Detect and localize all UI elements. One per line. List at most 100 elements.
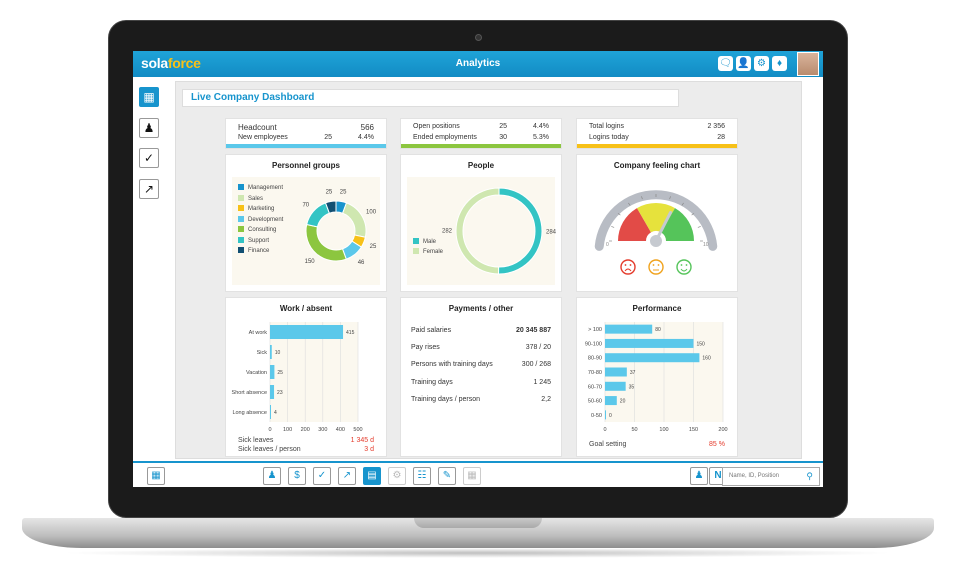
donut-slice: [324, 200, 337, 214]
payment-label: Pay rises: [411, 344, 440, 351]
donut-slice: [305, 223, 347, 262]
search-icon[interactable]: ⚲: [806, 471, 813, 481]
new-employees-value: 25: [324, 134, 332, 141]
org-chart-icon[interactable]: ☷: [413, 467, 431, 485]
bell-icon[interactable]: ♦: [772, 56, 787, 71]
x-tick-label: 300: [318, 427, 327, 433]
bar-value-label: 0: [609, 413, 612, 419]
ended-employments-pct: 5.3%: [533, 134, 549, 141]
apps-grid-icon[interactable]: ▦: [147, 467, 165, 485]
sidebar-check-icon[interactable]: ✓: [139, 148, 159, 168]
payment-row: Persons with training days 300 / 268: [411, 361, 551, 368]
legend-item: Finance: [238, 247, 269, 254]
ended-employments-value: 30: [499, 134, 507, 141]
sidebar-chart-icon[interactable]: ↗: [139, 179, 159, 199]
bar-value-label: 4: [274, 410, 277, 416]
legend-label: Female: [423, 249, 444, 255]
legend-item: Marketing: [238, 205, 274, 212]
legend-item: Support: [238, 236, 270, 244]
bar: [605, 353, 700, 363]
search-input[interactable]: Name, ID, Position ⚲: [722, 467, 820, 486]
sick-per-person-label: Sick leaves / person: [238, 446, 301, 453]
legend-label: Finance: [248, 248, 270, 254]
avatar[interactable]: [797, 52, 819, 76]
gauge-tick: [641, 196, 643, 200]
x-tick-label: 200: [718, 427, 727, 433]
gauge-max-label: 10: [703, 242, 709, 248]
performance-title: Performance: [632, 304, 682, 313]
chat-icon[interactable]: 🗨: [718, 56, 733, 71]
bar-chart-icon[interactable]: ▤: [363, 467, 381, 485]
bar-value-label: 150: [697, 341, 706, 347]
kpi-card-headcount: Headcount 566 New employees 25 4.4%: [225, 118, 387, 149]
user-add-icon[interactable]: 👤: [736, 56, 751, 71]
gauge-hub: [650, 235, 662, 247]
company-feeling-title: Company feeling chart: [613, 161, 701, 170]
bar: [605, 396, 617, 406]
donut-slice-label: 150: [305, 259, 316, 265]
legend-label: Development: [248, 216, 284, 223]
check-icon[interactable]: ✓: [313, 467, 331, 485]
payment-label: Persons with training days: [411, 361, 493, 368]
calendar-icon[interactable]: ▦: [463, 467, 481, 485]
bar: [605, 410, 606, 420]
donut-slice: [306, 202, 331, 228]
gauge-tick: [691, 213, 695, 216]
face-eye: [629, 264, 632, 266]
bar: [270, 405, 271, 419]
goal-setting-value: 85 %: [709, 441, 725, 448]
headcount-label: Headcount: [238, 123, 277, 132]
new-employees-pct: 4.4%: [358, 134, 374, 141]
search-placeholder: Name, ID, Position: [729, 473, 780, 479]
sick-leaves-label: Sick leaves: [238, 437, 274, 444]
people-icon[interactable]: ♟: [690, 467, 708, 485]
bar-value-label: 37: [630, 370, 636, 376]
payment-row: Training days / person 2,2: [411, 396, 551, 403]
gear-icon[interactable]: ⚙: [754, 56, 769, 71]
donut-slice-label: 25: [326, 190, 333, 196]
bar: [270, 345, 272, 359]
personnel-groups-title: Personnel groups: [271, 161, 340, 170]
face-eye: [652, 264, 655, 266]
gears-icon[interactable]: ⚙: [388, 467, 406, 485]
legend-label: Consulting: [248, 227, 277, 233]
person-icon[interactable]: ♟: [263, 467, 281, 485]
sidebar-dashboard-icon[interactable]: ▦: [139, 87, 159, 107]
bar-value-label: 80: [655, 327, 661, 333]
bottom-toolbar: ▦ ♟ $ ✓ ↗ ▤ ⚙ ☷ ✎ ▦ ♟ N Name, ID, Positi…: [133, 461, 823, 487]
open-positions-label: Open positions: [413, 123, 460, 130]
legend-label: Sales: [248, 195, 264, 202]
line-chart-icon[interactable]: ↗: [338, 467, 356, 485]
payment-value: 20 345 887: [515, 327, 551, 334]
bar: [605, 381, 626, 391]
sidebar-person-icon[interactable]: ♟: [139, 118, 159, 138]
legend-label: Management: [248, 185, 284, 191]
payment-label: Training days / person: [411, 396, 480, 403]
payment-value: 1 245: [533, 379, 551, 386]
gauge-tick: [611, 226, 615, 228]
work-absent-title: Work / absent: [279, 304, 333, 313]
top-bar: solaforce Analytics 🗨 👤 ⚙ ♦: [133, 51, 823, 77]
donut-slice-label: 100: [366, 210, 377, 216]
category-label: 80-90: [588, 356, 602, 362]
screen: solaforce Analytics 🗨 👤 ⚙ ♦ ▦ ♟ ✓ ↗ Live…: [133, 51, 823, 487]
sidebar: ▦ ♟ ✓ ↗: [133, 77, 169, 461]
legend-swatch: [238, 194, 244, 201]
laptop-notch: [414, 518, 542, 528]
dashboard-title: Live Company Dashboard: [182, 89, 679, 107]
edit-icon[interactable]: ✎: [438, 467, 456, 485]
logo[interactable]: solaforce: [141, 55, 201, 71]
dollar-icon[interactable]: $: [288, 467, 306, 485]
legend-label: Support: [248, 237, 270, 244]
legend-swatch: [238, 247, 244, 253]
legend-item: Sales: [238, 194, 264, 202]
bar-value-label: 10: [275, 350, 281, 356]
gauge-tick: [617, 213, 621, 216]
donut-slice-label: 46: [358, 260, 365, 266]
face-mouth: [680, 268, 688, 272]
x-tick-label: 500: [353, 427, 362, 433]
x-tick-label: 50: [631, 427, 637, 433]
legend-swatch: [413, 248, 419, 254]
logo-part-2: force: [167, 55, 201, 71]
payments-card: Payments / other Paid salaries 20 345 887…: [400, 297, 562, 457]
